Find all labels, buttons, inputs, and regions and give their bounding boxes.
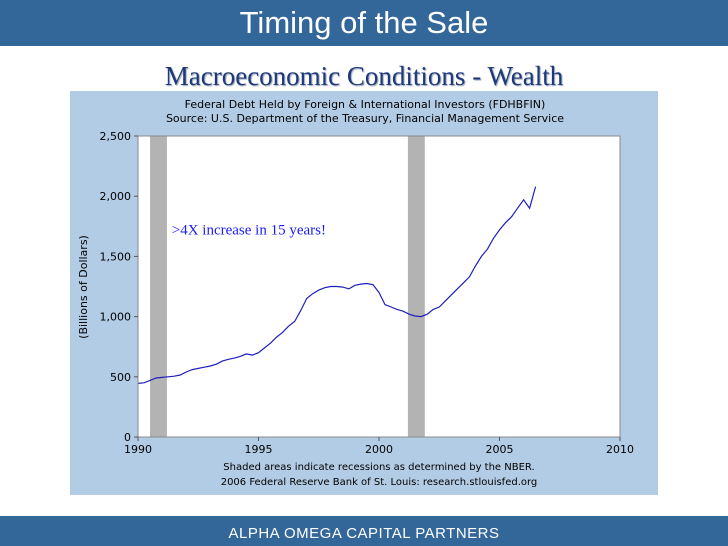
- chart: Federal Debt Held by Foreign & Internati…: [70, 91, 658, 495]
- plot-area: [137, 135, 621, 438]
- chart-title: Federal Debt Held by Foreign & Internati…: [185, 98, 546, 111]
- x-tick-label: 1990: [124, 443, 152, 456]
- plot-background: [138, 136, 620, 437]
- y-axis-label: (Billions of Dollars): [77, 235, 90, 339]
- annotation-text: >4X increase in 15 years!: [172, 223, 326, 239]
- y-tick-label: 0: [124, 431, 131, 444]
- slide-subtitle: Macroeconomic Conditions - Wealth: [164, 61, 564, 91]
- y-tick-label: 2,500: [100, 130, 132, 143]
- bottom-banner: [0, 516, 728, 546]
- y-tick-label: 500: [110, 371, 131, 384]
- x-tick-label: 1995: [245, 443, 273, 456]
- chart-subtitle: Source: U.S. Department of the Treasury,…: [166, 112, 564, 125]
- y-tick-label: 1,000: [100, 311, 132, 324]
- slide-title: Timing of the Sale: [239, 5, 489, 40]
- footnote-recessions: Shaded areas indicate recessions as dete…: [223, 462, 534, 473]
- x-tick-label: 2010: [606, 443, 634, 456]
- y-tick-label: 1,500: [100, 250, 132, 263]
- y-tick-label: 2,000: [100, 190, 132, 203]
- recession-band-1: [150, 136, 167, 437]
- x-tick-label: 2005: [486, 443, 514, 456]
- x-tick-label: 2000: [365, 443, 393, 456]
- series-line-fdhbfin: [137, 186, 537, 384]
- footer-text: ALPHA OMEGA CAPITAL PARTNERS: [228, 525, 500, 542]
- top-banner: [0, 0, 728, 46]
- recession-band-2: [407, 136, 425, 437]
- footnote-source: 2006 Federal Reserve Bank of St. Louis: …: [221, 477, 538, 488]
